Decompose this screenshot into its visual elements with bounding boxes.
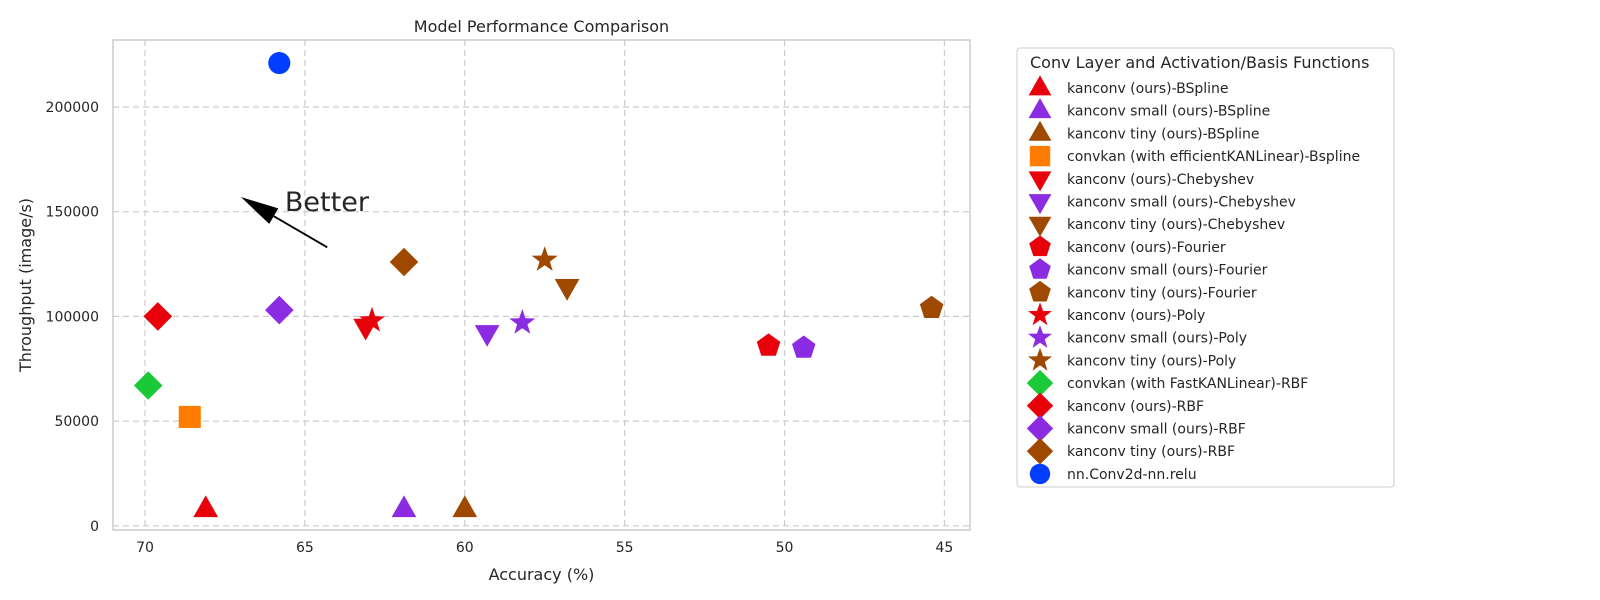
x-tick-label: 55 xyxy=(616,540,634,556)
point-convkan-with-efficientkanlinear-bspline xyxy=(178,405,201,428)
y-tick-label: 100000 xyxy=(46,309,99,325)
annotation-arrow-line xyxy=(273,215,328,249)
legend-label: kanconv small (ours)-RBF xyxy=(1067,422,1246,438)
legend-label: nn.Conv2d-nn.relu xyxy=(1067,467,1197,483)
legend-label: kanconv small (ours)-Fourier xyxy=(1067,263,1268,279)
x-axis-label: Accuracy (%) xyxy=(489,565,595,584)
legend-marker-kanconv-small-ours-poly xyxy=(1028,325,1052,348)
legend-title: Conv Layer and Activation/Basis Function… xyxy=(1030,53,1369,72)
grid-lines xyxy=(113,40,970,530)
legend-marker-kanconv-small-ours-bspline xyxy=(1028,98,1052,119)
legend-label: convkan (with efficientKANLinear)-Bsplin… xyxy=(1067,149,1360,165)
legend-label: kanconv (ours)-Fourier xyxy=(1067,240,1226,256)
legend-label: convkan (with FastKANLinear)-RBF xyxy=(1067,376,1308,392)
legend-marker-kanconv-tiny-ours-chebyshev xyxy=(1028,216,1052,237)
x-tick-label: 50 xyxy=(776,540,794,556)
legend-marker-kanconv-tiny-ours-poly xyxy=(1028,347,1052,371)
legend-label: kanconv (ours)-RBF xyxy=(1067,399,1204,415)
legend-marker-kanconv-small-ours-rbf xyxy=(1026,415,1054,442)
point-kanconv-ours-poly xyxy=(359,306,385,332)
x-tick-label: 60 xyxy=(456,540,474,556)
legend-label: kanconv tiny (ours)-BSpline xyxy=(1067,126,1260,142)
legend-label: kanconv (ours)-Chebyshev xyxy=(1067,172,1254,188)
chart-title: Model Performance Comparison xyxy=(414,17,669,36)
legend-marker-kanconv-tiny-ours-fourier xyxy=(1029,280,1051,302)
legend-label: kanconv small (ours)-Chebyshev xyxy=(1067,195,1296,211)
legend-marker-kanconv-ours-bspline xyxy=(1028,75,1052,96)
point-kanconv-ours-bspline xyxy=(193,495,219,518)
x-tick-label: 70 xyxy=(136,540,154,556)
y-tick-label: 200000 xyxy=(46,100,99,116)
y-tick-label: 150000 xyxy=(46,205,99,221)
legend-marker-kanconv-ours-fourier xyxy=(1029,235,1051,257)
y-axis-label: Throughput (image/s) xyxy=(16,198,35,373)
x-tick-label: 45 xyxy=(936,540,954,556)
point-kanconv-tiny-ours-bspline xyxy=(452,495,478,518)
point-kanconv-tiny-ours-chebyshev xyxy=(554,279,580,301)
annotation-arrow-head xyxy=(240,197,279,224)
legend-label: kanconv tiny (ours)-Chebyshev xyxy=(1067,217,1285,233)
point-kanconv-ours-fourier xyxy=(756,333,781,356)
point-kanconv-ours-rbf xyxy=(143,302,173,331)
legend-marker-kanconv-small-ours-chebyshev xyxy=(1028,194,1052,215)
legend-marker-nn-conv2d-nn-relu xyxy=(1029,463,1051,485)
point-convkan-with-fastkanlinear-rbf xyxy=(133,371,163,400)
legend-label: kanconv tiny (ours)-Poly xyxy=(1067,353,1236,369)
legend-marker-kanconv-tiny-ours-rbf xyxy=(1026,438,1054,465)
point-kanconv-tiny-ours-rbf xyxy=(389,247,419,277)
legend-marker-kanconv-small-ours-fourier xyxy=(1029,258,1051,279)
better-annotation: Better xyxy=(240,187,370,249)
x-tick-label: 65 xyxy=(296,540,314,556)
annotation-text: Better xyxy=(285,187,370,218)
legend-marker-kanconv-ours-poly xyxy=(1028,302,1052,326)
data-points xyxy=(133,51,944,518)
plot-area-frame xyxy=(112,39,971,531)
y-tick-label: 50000 xyxy=(54,414,99,430)
legend-items: kanconv (ours)-BSpline kanconv small (our… xyxy=(1026,75,1360,485)
legend-label: kanconv (ours)-Poly xyxy=(1067,308,1205,324)
legend-marker-kanconv-tiny-ours-bspline xyxy=(1028,120,1052,141)
legend-marker-convkan-with-efficientkanlinear-bspline xyxy=(1029,145,1051,167)
legend-label: kanconv small (ours)-BSpline xyxy=(1067,104,1270,120)
point-kanconv-small-ours-chebyshev xyxy=(474,325,500,347)
legend-box xyxy=(1016,47,1395,488)
legend-label: kanconv small (ours)-Poly xyxy=(1067,331,1247,347)
legend: Conv Layer and Activation/Basis Function… xyxy=(1016,47,1395,488)
point-kanconv-tiny-ours-fourier xyxy=(919,295,944,318)
legend-marker-convkan-with-fastkanlinear-rbf xyxy=(1026,369,1054,397)
legend-marker-kanconv-ours-chebyshev xyxy=(1028,171,1052,192)
point-kanconv-small-ours-rbf xyxy=(265,295,294,325)
legend-label: kanconv tiny (ours)-RBF xyxy=(1067,444,1235,460)
legend-marker-kanconv-ours-rbf xyxy=(1026,392,1054,419)
legend-label: kanconv (ours)-BSpline xyxy=(1067,81,1229,97)
point-kanconv-tiny-ours-poly xyxy=(531,246,558,271)
point-kanconv-small-ours-poly xyxy=(509,309,536,334)
point-kanconv-small-ours-bspline xyxy=(391,495,417,518)
point-nn-conv2d-nn-relu xyxy=(268,51,291,75)
legend-label: kanconv tiny (ours)-Fourier xyxy=(1067,285,1257,301)
point-kanconv-small-ours-fourier xyxy=(792,335,816,358)
y-tick-label: 0 xyxy=(90,519,99,535)
axis-ticks: 70 65 60 55 50 45 0 50000 100000 150000 200000 xyxy=(46,100,954,556)
